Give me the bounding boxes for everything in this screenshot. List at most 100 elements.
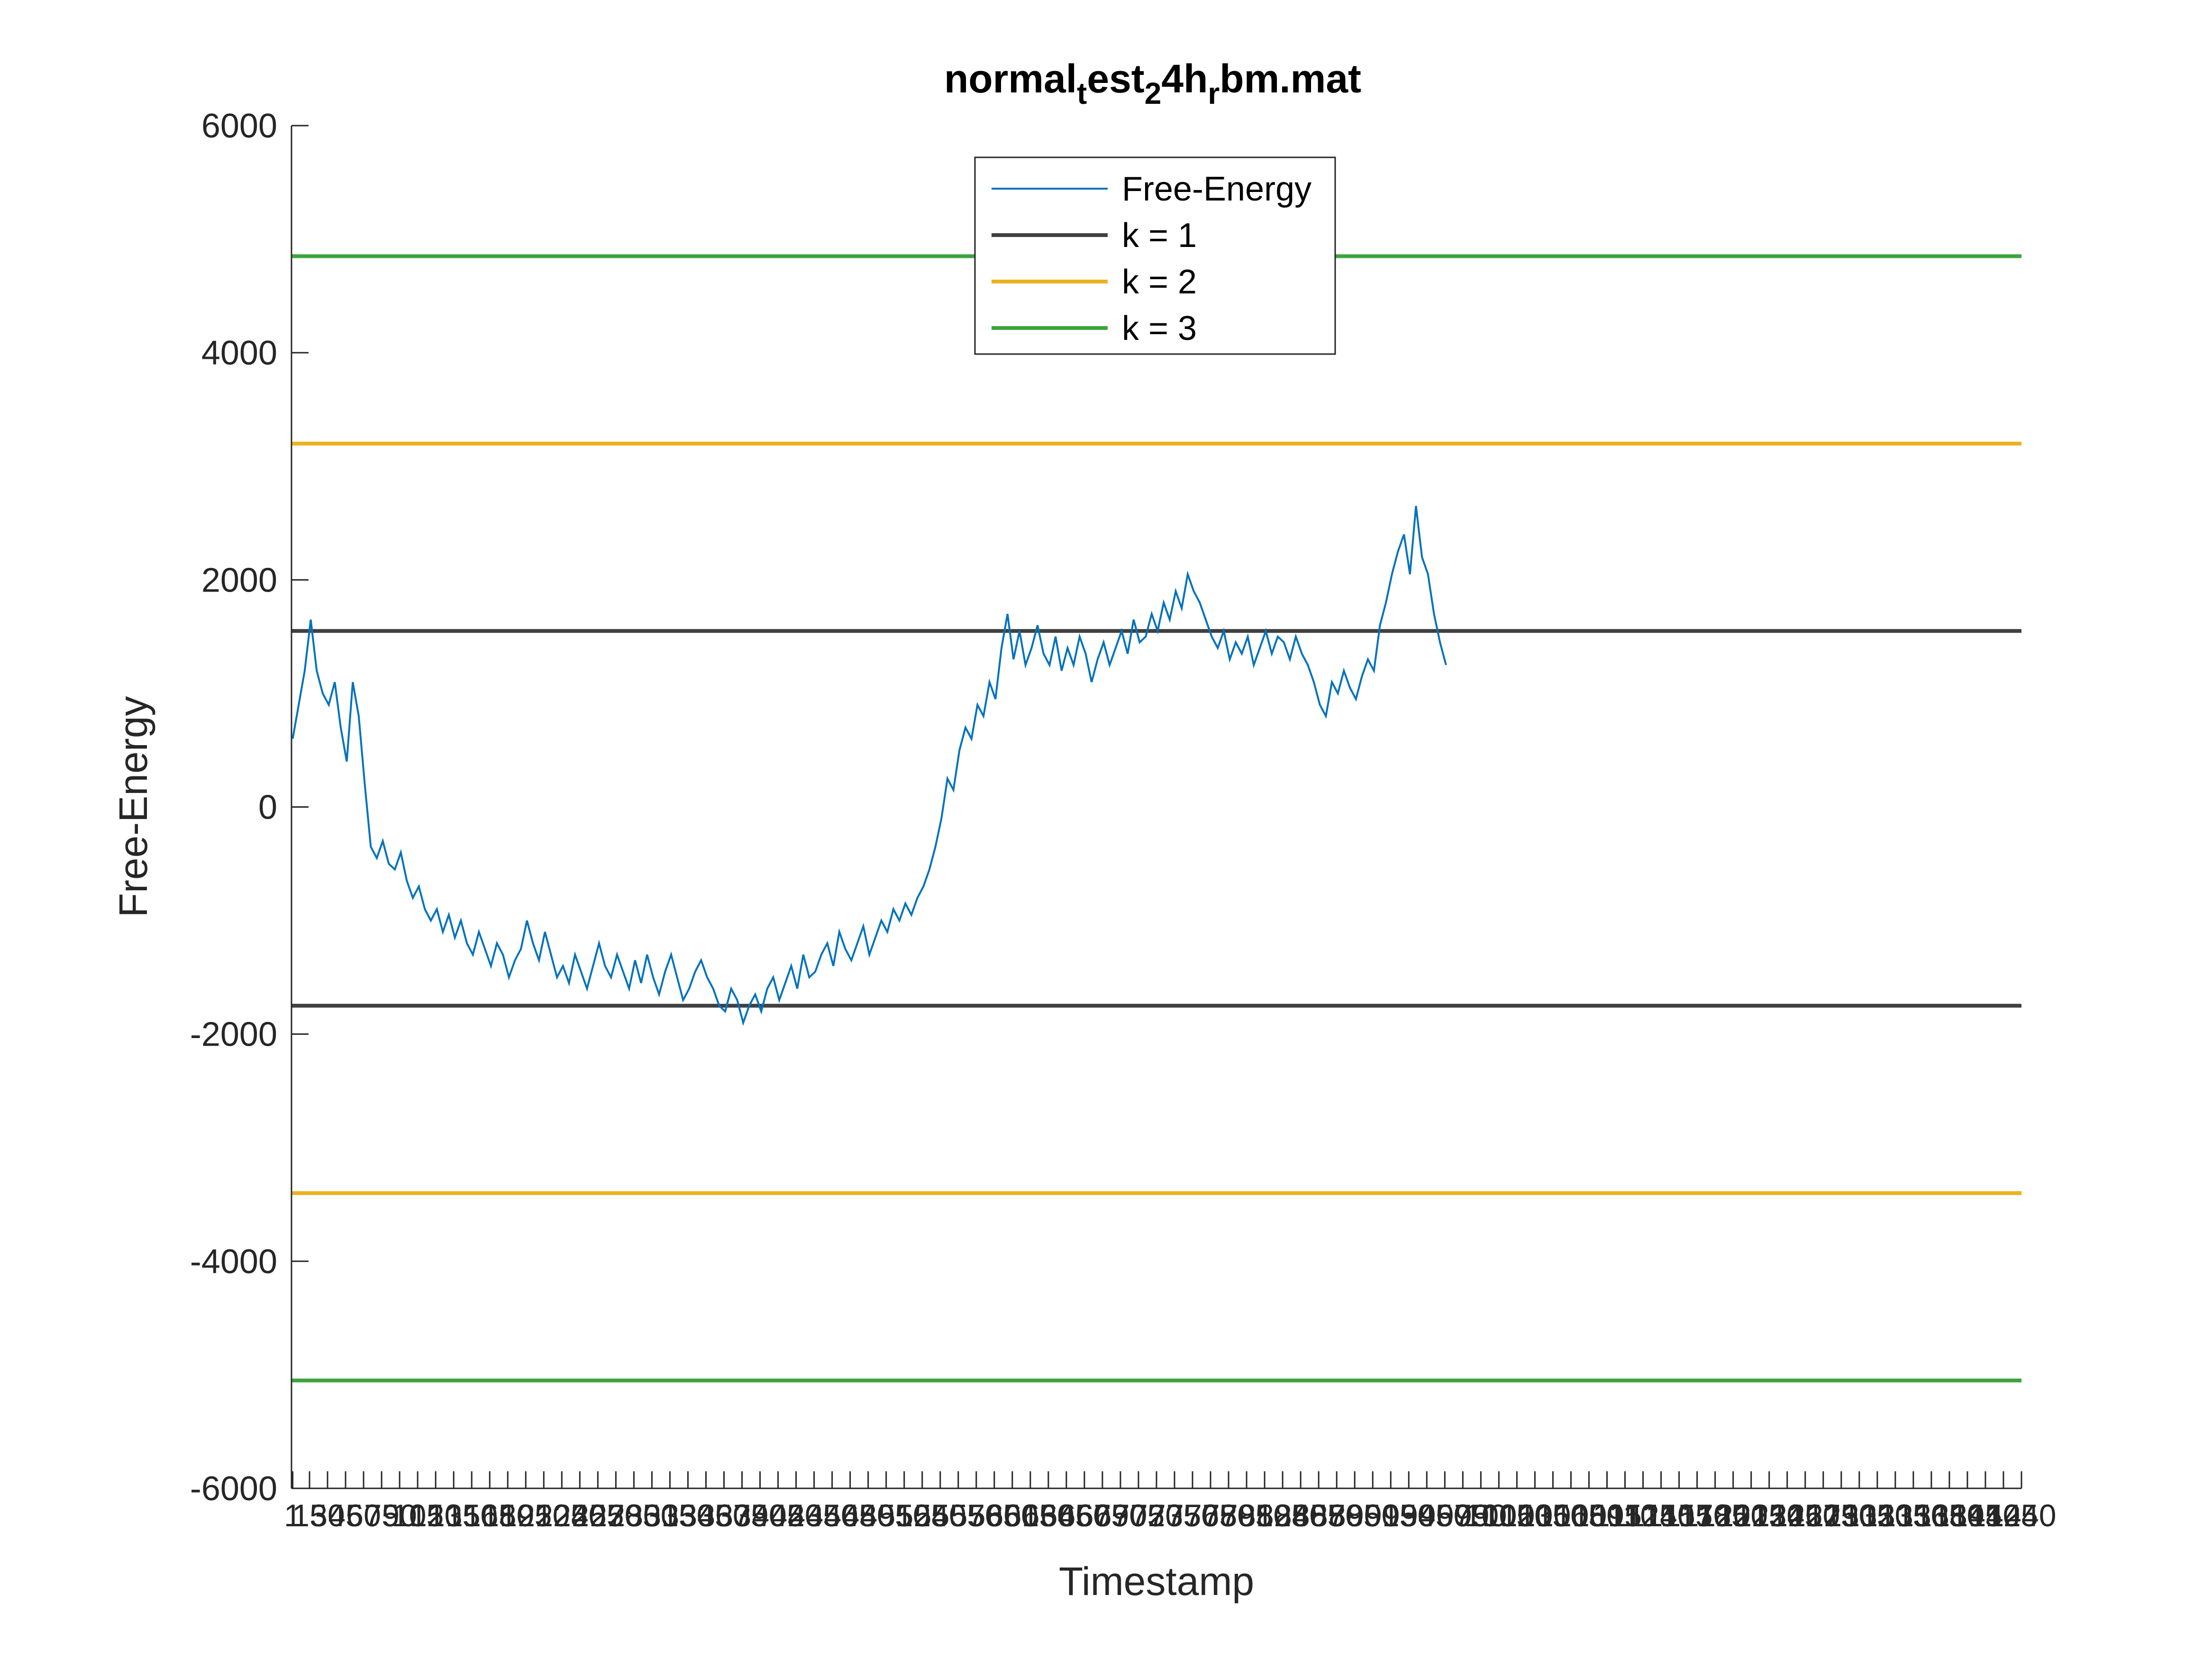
x-tick-label: 1230 bbox=[1734, 1498, 1804, 1533]
x-tick-label: 1395 bbox=[1933, 1498, 2003, 1533]
y-tick-label: -2000 bbox=[190, 1016, 277, 1054]
x-tick-label: 630 bbox=[1022, 1498, 1074, 1533]
x-tick-label: 840 bbox=[1274, 1498, 1327, 1533]
x-tick-label: 120 bbox=[410, 1498, 462, 1533]
x-tick-label: 720 bbox=[1130, 1498, 1183, 1533]
x-tick-label: 1200 bbox=[1698, 1498, 1768, 1533]
x-ticks: 1153045607590105120135150165180195210225… bbox=[284, 1471, 2056, 1533]
x-tick-label: 1035 bbox=[1500, 1498, 1570, 1533]
x-tick-label: 1305 bbox=[1824, 1498, 1894, 1533]
x-tick-label: 525 bbox=[896, 1498, 948, 1533]
y-tick-label: -6000 bbox=[190, 1470, 277, 1508]
plot-area bbox=[291, 254, 2021, 1383]
x-tick-label: 1020 bbox=[1482, 1498, 1552, 1533]
x-tick-label: 420 bbox=[770, 1498, 822, 1533]
x-tick-label: 1140 bbox=[1628, 1498, 1695, 1533]
y-tick-label: 2000 bbox=[201, 561, 277, 599]
x-tick-label: 465 bbox=[824, 1498, 876, 1533]
x-tick-label: 870 bbox=[1311, 1498, 1363, 1533]
x-tick-label: 75 bbox=[364, 1498, 399, 1533]
legend: Free-Energy k = 1 k = 2 k = 3 bbox=[974, 156, 1336, 355]
x-tick-label: 435 bbox=[788, 1498, 840, 1533]
x-tick-label: 765 bbox=[1184, 1498, 1237, 1533]
y-ticks: -6000 -4000 -2000 0 2000 4000 6000 bbox=[190, 107, 309, 1508]
x-tick-label: 585 bbox=[968, 1498, 1020, 1533]
x-tick-label: 825 bbox=[1256, 1498, 1309, 1533]
x-tick-label: 225 bbox=[536, 1498, 588, 1533]
x-tick-label: 1365 bbox=[1896, 1498, 1966, 1533]
x-tick-label: 15 bbox=[292, 1498, 327, 1533]
x-tick-label: 1125 bbox=[1610, 1498, 1677, 1533]
x-tick-label: 945 bbox=[1401, 1498, 1453, 1533]
x-tick-label: 1215 bbox=[1716, 1498, 1786, 1533]
x-tick-label: 885 bbox=[1329, 1498, 1381, 1533]
x-tick-label: 1260 bbox=[1770, 1498, 1840, 1533]
x-tick-label: 600 bbox=[986, 1498, 1038, 1533]
x-tick-label: 735 bbox=[1148, 1498, 1201, 1533]
x-tick-label: 375 bbox=[716, 1498, 768, 1533]
x-tick-label: 1005 bbox=[1464, 1498, 1534, 1533]
legend-label: k = 1 bbox=[1122, 217, 1197, 255]
legend-label: Free-Energy bbox=[1122, 170, 1311, 208]
x-tick-label: 105 bbox=[391, 1498, 444, 1533]
x-tick-label: 660 bbox=[1058, 1498, 1111, 1533]
legend-box bbox=[974, 156, 1336, 355]
x-tick-label: 90 bbox=[382, 1498, 417, 1533]
x-tick-label: 1185 bbox=[1682, 1498, 1749, 1533]
chart-title: normaltest24hrbm.mat bbox=[944, 56, 1361, 110]
y-tick-label: -4000 bbox=[190, 1243, 277, 1281]
x-tick-label: 180 bbox=[482, 1498, 534, 1533]
y-tick-label: 4000 bbox=[201, 334, 277, 372]
y-tick-label: 6000 bbox=[201, 107, 277, 145]
x-tick-label: 165 bbox=[464, 1498, 516, 1533]
x-tick-label: 1275 bbox=[1788, 1498, 1858, 1533]
x-tick-label: 360 bbox=[698, 1498, 750, 1533]
x-tick-label: 315 bbox=[644, 1498, 696, 1533]
x-tick-label: 270 bbox=[590, 1498, 642, 1533]
x-tick-label: 345 bbox=[680, 1498, 732, 1533]
x-tick-label: 285 bbox=[608, 1498, 660, 1533]
x-tick-label: 240 bbox=[554, 1498, 606, 1533]
x-tick-label: 750 bbox=[1166, 1498, 1219, 1533]
x-tick-label: 390 bbox=[734, 1498, 786, 1533]
x-tick-label: 1095 bbox=[1572, 1498, 1642, 1533]
y-tick-label: 0 bbox=[258, 789, 277, 827]
x-tick-label: 690 bbox=[1094, 1498, 1147, 1533]
x-tick-label: 1425 bbox=[1969, 1498, 2039, 1533]
x-tick-label: 45 bbox=[328, 1498, 363, 1533]
legend-label: k = 3 bbox=[1122, 310, 1197, 347]
x-tick-label: 210 bbox=[518, 1498, 570, 1533]
x-tick-label: 645 bbox=[1040, 1498, 1092, 1533]
x-tick-label: 1110 bbox=[1593, 1498, 1657, 1533]
x-tick-label: 975 bbox=[1437, 1498, 1489, 1533]
x-tick-label: 540 bbox=[914, 1498, 966, 1533]
x-tick-label: 30 bbox=[310, 1498, 345, 1533]
x-tick-label: 1155 bbox=[1646, 1498, 1713, 1533]
x-tick-label: 255 bbox=[572, 1498, 624, 1533]
x-tick-label: 1410 bbox=[1951, 1498, 2021, 1533]
x-tick-label: 195 bbox=[500, 1498, 552, 1533]
legend-items: Free-Energy k = 1 k = 2 k = 3 bbox=[992, 170, 1311, 347]
x-tick-label: 1380 bbox=[1915, 1498, 1984, 1533]
x-tick-label: 795 bbox=[1220, 1498, 1273, 1533]
x-tick-label: 1065 bbox=[1536, 1498, 1606, 1533]
x-tick-label: 855 bbox=[1293, 1498, 1345, 1533]
x-tick-label: 675 bbox=[1076, 1498, 1129, 1533]
x-tick-label: 150 bbox=[446, 1498, 498, 1533]
x-tick-label: 330 bbox=[662, 1498, 714, 1533]
legend-label: k = 2 bbox=[1122, 263, 1197, 301]
x-tick-label: 135 bbox=[428, 1498, 480, 1533]
x-tick-label: 300 bbox=[626, 1498, 678, 1533]
x-tick-label: 705 bbox=[1112, 1498, 1165, 1533]
x-tick-label: 1290 bbox=[1806, 1498, 1876, 1533]
x-tick-label: 450 bbox=[806, 1498, 858, 1533]
x-tick-label: 555 bbox=[932, 1498, 984, 1533]
x-tick-label: 405 bbox=[752, 1498, 804, 1533]
x-tick-label: 930 bbox=[1383, 1498, 1435, 1533]
x-tick-label: 480 bbox=[842, 1498, 894, 1533]
x-tick-label: 1440 bbox=[1987, 1498, 2057, 1533]
x-tick-label: 1 bbox=[284, 1498, 301, 1533]
x-tick-label: 615 bbox=[1004, 1498, 1056, 1533]
